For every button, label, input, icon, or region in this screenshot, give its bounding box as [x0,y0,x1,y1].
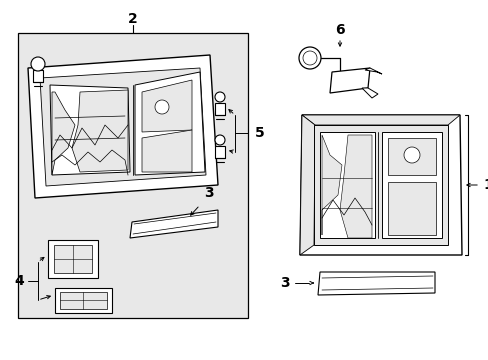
Polygon shape [387,182,435,235]
Polygon shape [40,68,205,186]
Polygon shape [329,68,369,93]
Polygon shape [48,240,98,278]
Polygon shape [50,85,130,175]
Polygon shape [339,135,371,238]
Polygon shape [319,132,374,238]
Text: 5: 5 [254,126,264,140]
Polygon shape [142,130,192,172]
Polygon shape [72,90,128,172]
Circle shape [31,57,45,71]
Polygon shape [313,125,447,245]
Polygon shape [52,92,75,175]
Text: 1: 1 [482,178,488,192]
Polygon shape [130,210,218,238]
Polygon shape [215,146,224,158]
Circle shape [215,135,224,145]
Polygon shape [302,115,459,125]
Circle shape [303,51,316,65]
Polygon shape [321,135,341,235]
Polygon shape [55,288,112,313]
Polygon shape [387,138,435,175]
Circle shape [155,100,169,114]
Text: 3: 3 [203,186,213,200]
Circle shape [215,92,224,102]
Polygon shape [28,55,218,198]
Text: 3: 3 [280,276,289,290]
Polygon shape [60,292,107,309]
Polygon shape [142,80,192,132]
Polygon shape [364,68,381,74]
Text: 4: 4 [14,274,24,288]
Polygon shape [33,70,43,82]
Polygon shape [317,272,434,295]
Polygon shape [135,72,204,175]
Polygon shape [54,245,92,273]
Text: 2: 2 [128,12,138,26]
Polygon shape [299,115,461,255]
Polygon shape [361,88,377,98]
Bar [18,33,247,318]
Circle shape [298,47,320,69]
Polygon shape [299,115,314,255]
Polygon shape [215,103,224,115]
Polygon shape [381,132,441,238]
Text: 6: 6 [334,23,344,37]
Circle shape [403,147,419,163]
